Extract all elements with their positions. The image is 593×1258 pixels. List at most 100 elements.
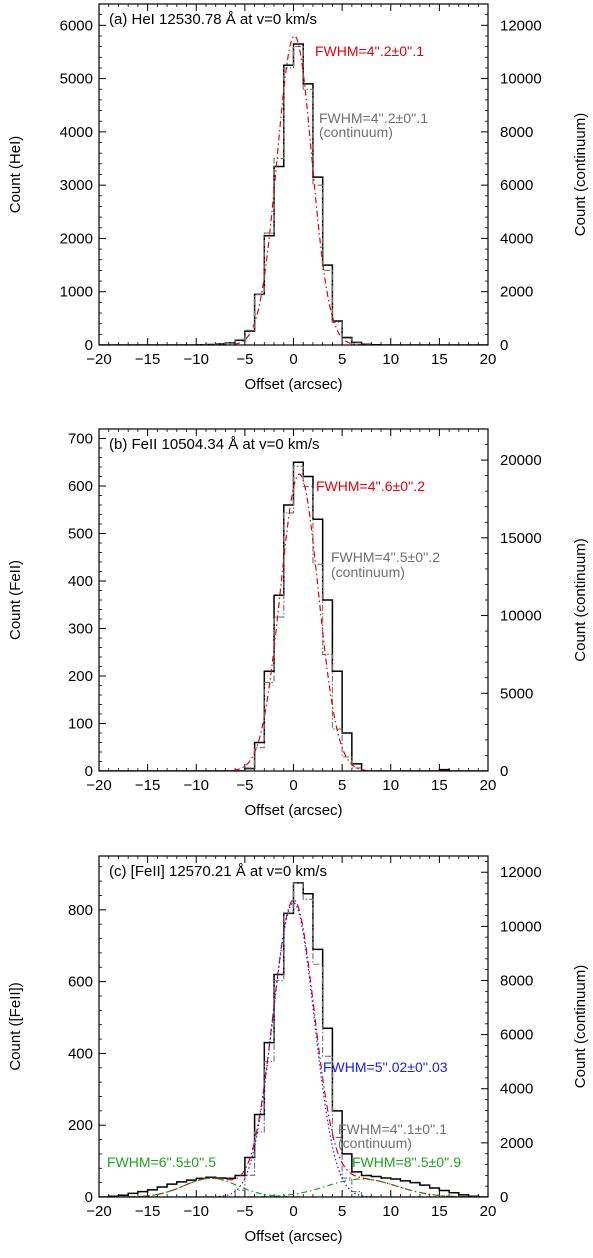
y-tick-label-right: 10000 [500, 71, 542, 88]
fwhm-annotation: FWHM=6''.5±0''.5 [107, 1154, 216, 1170]
gaussian-fit-curve [99, 473, 488, 771]
panel-title: (a) HeI 12530.78 Å at v=0 km/s [109, 11, 317, 28]
continuum-profile-step [99, 465, 488, 771]
y-axis-label-left: Count ([FeII]) [7, 982, 24, 1070]
x-tick-label: 10 [382, 351, 399, 368]
fwhm-annotation: FWHM=4''.5±0''.2 [331, 549, 440, 565]
x-tick-label: 15 [431, 777, 448, 794]
x-axis-label: Offset (arcsec) [244, 1228, 342, 1245]
chart-panel-c: −20 −15 −10 −5 0 5 10 15 20020040060080002000400… [7, 855, 589, 1245]
chart-panel-a: −20 −15 −10 −5 0 5 10 15 20010002000300040005000… [7, 3, 589, 393]
y-tick-label-left: 800 [68, 902, 93, 919]
x-tick-label: 20 [480, 1203, 497, 1220]
continuum-profile-step [99, 882, 488, 1197]
y-axis-label-right: Count (continuum) [572, 538, 589, 661]
x-tick-label: 5 [338, 777, 346, 794]
fwhm-annotation: (continuum) [331, 564, 405, 580]
y-tick-label-right: 8000 [500, 972, 533, 989]
x-tick-label: −5 [236, 1203, 253, 1220]
x-tick-label: −15 [135, 1203, 160, 1220]
x-tick-label: 0 [289, 1203, 297, 1220]
plot-frame [98, 428, 489, 772]
fwhm-annotation: (continuum) [338, 1135, 412, 1151]
line-profile-step [99, 882, 488, 1197]
plot-frame [98, 855, 489, 1198]
x-tick-label: −20 [86, 777, 111, 794]
y-tick-label-right: 4000 [500, 230, 533, 247]
y-tick-label-left: 1000 [60, 284, 93, 301]
continuum-profile-step [99, 46, 488, 345]
y-tick-label-right: 2000 [500, 284, 533, 301]
y-tick-label-right: 0 [500, 1189, 508, 1206]
y-tick-label-right: 6000 [500, 1027, 533, 1044]
x-tick-label: 15 [431, 1203, 448, 1220]
y-tick-label-right: 10000 [500, 608, 542, 625]
y-axis-label-left: Count (FeII) [7, 560, 24, 640]
x-tick-label: 10 [382, 777, 399, 794]
fwhm-annotation: FWHM=4''.2±0''.1 [315, 43, 424, 59]
y-tick-label-left: 400 [68, 573, 93, 590]
y-tick-label-right: 2000 [500, 1135, 533, 1152]
x-tick-label: −10 [184, 777, 209, 794]
y-tick-label-left: 6000 [60, 17, 93, 34]
y-tick-label-left: 0 [85, 763, 93, 780]
y-tick-label-right: 15000 [500, 530, 542, 547]
panel-title: (c) [FeII] 12570.21 Å at v=0 km/s [109, 863, 327, 880]
x-tick-label: 0 [289, 351, 297, 368]
y-tick-label-left: 200 [68, 1117, 93, 1134]
line-profile-step [99, 43, 488, 345]
x-tick-label: −5 [236, 777, 253, 794]
y-tick-label-left: 700 [68, 431, 93, 448]
y-tick-label-left: 200 [68, 668, 93, 685]
y-tick-label-right: 0 [500, 763, 508, 780]
y-tick-label-left: 2000 [60, 230, 93, 247]
gaussian-fit-curve [99, 902, 488, 1197]
x-tick-label: −15 [135, 351, 160, 368]
y-tick-label-right: 20000 [500, 452, 542, 469]
x-tick-label: −15 [135, 777, 160, 794]
plot-area [99, 882, 488, 1197]
y-tick-label-left: 100 [68, 716, 93, 733]
y-tick-label-right: 4000 [500, 1081, 533, 1098]
fwhm-annotation: FWHM=4''.2±0''.1 [319, 110, 428, 126]
y-tick-label-left: 300 [68, 621, 93, 638]
gaussian-fit-curve [99, 35, 488, 345]
chart-panel-b: −20 −15 −10 −5 0 5 10 15 20010020030040050060070… [7, 428, 589, 819]
plot-area [99, 461, 488, 771]
y-axis-label-right: Count (continuum) [572, 965, 589, 1088]
fwhm-annotation: FWHM=5''.02±0''.03 [323, 1059, 448, 1075]
x-tick-label: 10 [382, 1203, 399, 1220]
y-tick-label-right: 5000 [500, 685, 533, 702]
y-tick-label-left: 5000 [60, 71, 93, 88]
y-tick-label-left: 0 [85, 1189, 93, 1206]
x-tick-label: 20 [480, 351, 497, 368]
y-tick-label-right: 0 [500, 337, 508, 354]
fwhm-annotation: FWHM=4''.6±0''.2 [316, 478, 425, 494]
x-tick-label: −10 [184, 1203, 209, 1220]
y-tick-label-left: 3000 [60, 177, 93, 194]
fwhm-annotation: (continuum) [319, 124, 393, 140]
y-tick-label-left: 600 [68, 478, 93, 495]
panel-title: (b) FeII 10504.34 Å at v=0 km/s [109, 436, 320, 453]
y-tick-label-left: 500 [68, 526, 93, 543]
fwhm-annotation: FWHM=8''.5±0''.9 [352, 1154, 461, 1170]
y-axis-label-right: Count (continuum) [572, 113, 589, 236]
x-tick-label: 0 [289, 777, 297, 794]
y-tick-label-right: 10000 [500, 918, 542, 935]
x-tick-label: −5 [236, 351, 253, 368]
y-tick-label-right: 6000 [500, 177, 533, 194]
x-tick-label: −20 [86, 1203, 111, 1220]
y-tick-label-left: 4000 [60, 124, 93, 141]
plot-area [99, 35, 488, 345]
x-axis-label: Offset (arcsec) [244, 802, 342, 819]
x-axis-label: Offset (arcsec) [244, 376, 342, 393]
x-tick-label: 20 [480, 777, 497, 794]
plot-frame [98, 3, 489, 346]
y-tick-label-right: 12000 [500, 864, 542, 881]
y-tick-label-left: 400 [68, 1045, 93, 1062]
y-tick-label-right: 8000 [500, 124, 533, 141]
x-tick-label: −20 [86, 351, 111, 368]
y-tick-label-right: 12000 [500, 17, 542, 34]
x-tick-label: 5 [338, 1203, 346, 1220]
